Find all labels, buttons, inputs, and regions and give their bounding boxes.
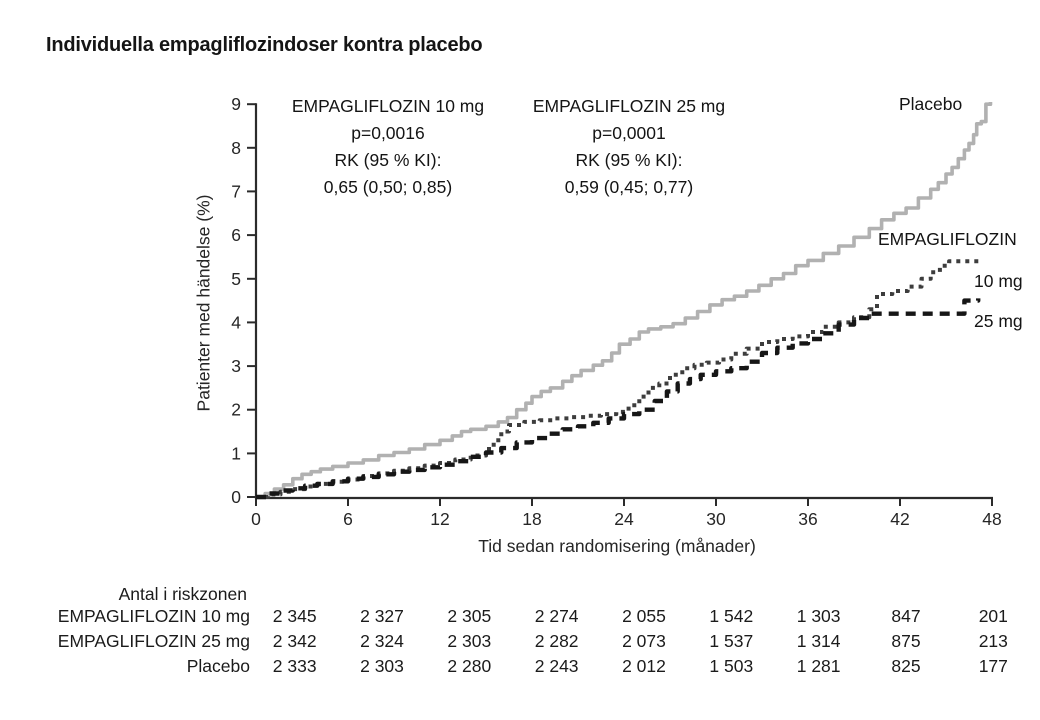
risk-count: 201 bbox=[978, 606, 1008, 626]
curve-placebo bbox=[256, 102, 993, 499]
annotation-25mg-rk-label: RK (95 % KI): bbox=[575, 150, 683, 170]
survival-curves bbox=[256, 102, 993, 500]
risk-count: 2 282 bbox=[534, 631, 579, 651]
annotation-25mg-title: EMPAGLIFLOZIN 25 mg bbox=[532, 96, 726, 116]
x-tick-label: 6 bbox=[343, 509, 353, 529]
risk-count: 1 303 bbox=[796, 606, 841, 626]
x-tick-label: 42 bbox=[890, 509, 909, 529]
x-axis-title: Tid sedan randomisering (månader) bbox=[478, 536, 756, 556]
x-tick-label: 30 bbox=[706, 509, 726, 529]
risk-row-values-10mg: 2 345 2 327 2 305 2 274 2 055 1 542 1 303 847 20… bbox=[251, 606, 1037, 627]
x-tick-label: 0 bbox=[251, 509, 261, 529]
x-tick-label: 12 bbox=[430, 509, 449, 529]
curve-label-25mg: 25 mg bbox=[974, 311, 1023, 331]
risk-count: 1 503 bbox=[709, 656, 754, 676]
curve-label-10mg: 10 mg bbox=[974, 271, 1023, 291]
y-tick-label: 3 bbox=[231, 356, 241, 376]
y-tick-label: 8 bbox=[231, 138, 241, 158]
x-tick-label: 36 bbox=[798, 509, 817, 529]
y-tick-label: 7 bbox=[231, 181, 241, 201]
annotation-10mg-rk-label: RK (95 % KI): bbox=[334, 150, 442, 170]
risk-row-values-25mg: 2 342 2 324 2 303 2 282 2 073 1 537 1 314 875 21… bbox=[251, 631, 1037, 652]
risk-count: 2 274 bbox=[534, 606, 579, 626]
risk-count: 2 333 bbox=[272, 656, 317, 676]
annotation-10mg: EMPAGLIFLOZIN 10 mg p=0,0016 RK (95 % KI… bbox=[292, 93, 484, 201]
risk-count: 177 bbox=[978, 656, 1008, 676]
risk-count: 2 342 bbox=[272, 631, 317, 651]
annotation-25mg-rk-value: 0,59 (0,45; 0,77) bbox=[564, 177, 694, 197]
annotation-25mg: EMPAGLIFLOZIN 25 mg p=0,0001 RK (95 % KI… bbox=[533, 93, 725, 201]
risk-count: 2 324 bbox=[360, 631, 404, 651]
risk-count: 825 bbox=[891, 656, 921, 676]
curve-label-placebo: Placebo bbox=[899, 94, 963, 114]
y-tick-label: 1 bbox=[231, 443, 241, 463]
y-tick-label: 5 bbox=[231, 269, 241, 289]
risk-count: 1 281 bbox=[796, 656, 841, 676]
risk-count: 2 073 bbox=[622, 631, 666, 651]
y-tick-label: 6 bbox=[231, 225, 241, 245]
risk-table-title: Antal i riskzonen bbox=[118, 584, 247, 604]
risk-count: 2 055 bbox=[622, 606, 666, 626]
annotation-10mg-rk-value: 0,65 (0,50; 0,85) bbox=[323, 177, 453, 197]
curve-label-empagliflozin: EMPAGLIFLOZIN bbox=[878, 229, 1017, 249]
risk-row-label-10mg: EMPAGLIFLOZIN 10 mg bbox=[57, 606, 250, 626]
risk-count: 1 542 bbox=[709, 606, 754, 626]
risk-count: 2 243 bbox=[534, 656, 579, 676]
risk-count: 2 327 bbox=[360, 606, 404, 626]
y-tick-label: 4 bbox=[231, 312, 241, 332]
curve-empagliflozin-25-mg bbox=[256, 298, 981, 500]
risk-count: 847 bbox=[891, 606, 921, 626]
risk-count: 2 303 bbox=[447, 631, 492, 651]
y-tick-label: 0 bbox=[231, 487, 241, 507]
annotation-25mg-pvalue: p=0,0001 bbox=[592, 123, 666, 143]
risk-count: 1 314 bbox=[796, 631, 841, 651]
page-title: Individuella empagliflozindoser kontra p… bbox=[46, 34, 483, 56]
x-tick-label: 24 bbox=[614, 509, 634, 529]
risk-row-values-placebo: 2 333 2 303 2 280 2 243 2 012 1 503 1 281 825 17… bbox=[251, 656, 1037, 677]
risk-count: 2 345 bbox=[272, 606, 317, 626]
risk-count: 2 280 bbox=[447, 656, 492, 676]
risk-count: 875 bbox=[891, 631, 921, 651]
risk-count: 2 012 bbox=[622, 656, 666, 676]
y-axis-title: Patienter med händelse (%) bbox=[193, 194, 214, 412]
annotation-10mg-pvalue: p=0,0016 bbox=[351, 123, 425, 143]
x-tick-label: 48 bbox=[982, 509, 1001, 529]
risk-row-label-25mg: EMPAGLIFLOZIN 25 mg bbox=[57, 631, 250, 651]
risk-count: 2 303 bbox=[360, 656, 404, 676]
risk-row-label-placebo: Placebo bbox=[186, 656, 250, 676]
risk-count: 213 bbox=[978, 631, 1008, 651]
annotation-10mg-title: EMPAGLIFLOZIN 10 mg bbox=[291, 96, 485, 116]
risk-count: 2 305 bbox=[447, 606, 492, 626]
x-tick-label: 18 bbox=[522, 509, 541, 529]
risk-count: 1 537 bbox=[709, 631, 754, 651]
y-tick-label: 2 bbox=[231, 400, 241, 420]
y-tick-label: 9 bbox=[231, 94, 241, 114]
